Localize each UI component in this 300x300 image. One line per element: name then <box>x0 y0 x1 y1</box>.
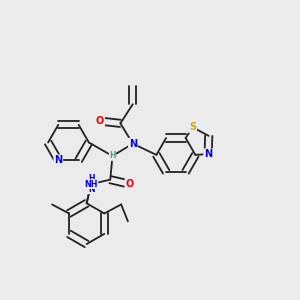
Text: S: S <box>189 122 196 132</box>
Text: O: O <box>125 179 134 189</box>
Text: NH: NH <box>84 180 98 189</box>
Text: H: H <box>109 152 116 160</box>
Text: H
N: H N <box>88 174 94 194</box>
Text: O: O <box>96 116 104 126</box>
Text: N: N <box>54 155 62 165</box>
Text: N: N <box>129 139 137 148</box>
Text: N: N <box>204 149 212 159</box>
